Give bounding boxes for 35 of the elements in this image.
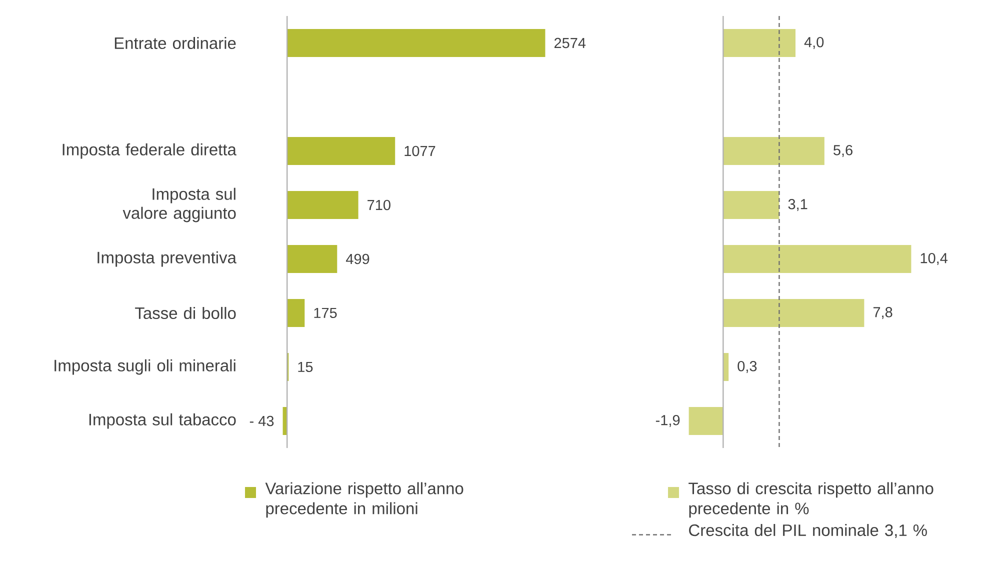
bar — [287, 245, 338, 274]
y-tick-label: Imposta federale diretta — [62, 143, 236, 159]
data-label: 2574 — [554, 38, 586, 48]
data-label: 15 — [298, 362, 313, 372]
y-tick-label: Entrate ordinarie — [114, 36, 236, 50]
bar — [723, 191, 780, 219]
bar — [688, 407, 724, 436]
bar — [723, 299, 864, 328]
y-tick-label: Tasse di bollo — [135, 306, 236, 320]
data-label: 0,3 — [738, 361, 757, 373]
legend-label: Variazione rispetto all’anno precedente in milioni — [265, 482, 464, 518]
bar — [287, 137, 396, 166]
y-tick-label: Imposta sugli oli minerali — [54, 359, 236, 375]
legend-label: Crescita del PIL nominale 3,1 % — [689, 524, 927, 538]
y-tick-label: Imposta preventiva — [98, 251, 236, 267]
bar — [287, 29, 546, 57]
bar — [723, 245, 912, 274]
data-label: 5,6 — [834, 145, 852, 157]
bar — [723, 29, 796, 57]
data-label: 3,1 — [788, 199, 808, 211]
legend-label: Tasso di crescita rispetto all’anno precedente in % — [688, 482, 934, 518]
data-label: - 43 — [250, 416, 274, 426]
data-label: 1077 — [404, 146, 436, 156]
data-label: 499 — [346, 254, 370, 264]
data-label: -1,9 — [656, 415, 680, 427]
y-tick-label: Imposta sul tabacco — [89, 413, 236, 429]
data-label: 4,0 — [804, 37, 824, 49]
data-label: 710 — [368, 200, 390, 210]
bar — [287, 299, 305, 328]
bar — [723, 137, 824, 165]
data-label: 175 — [314, 308, 337, 318]
y-tick-label: Imposta sul valore aggiunto — [122, 188, 236, 222]
data-label: 10,4 — [920, 253, 948, 265]
bar — [287, 191, 358, 220]
data-label: 7,8 — [873, 307, 892, 319]
